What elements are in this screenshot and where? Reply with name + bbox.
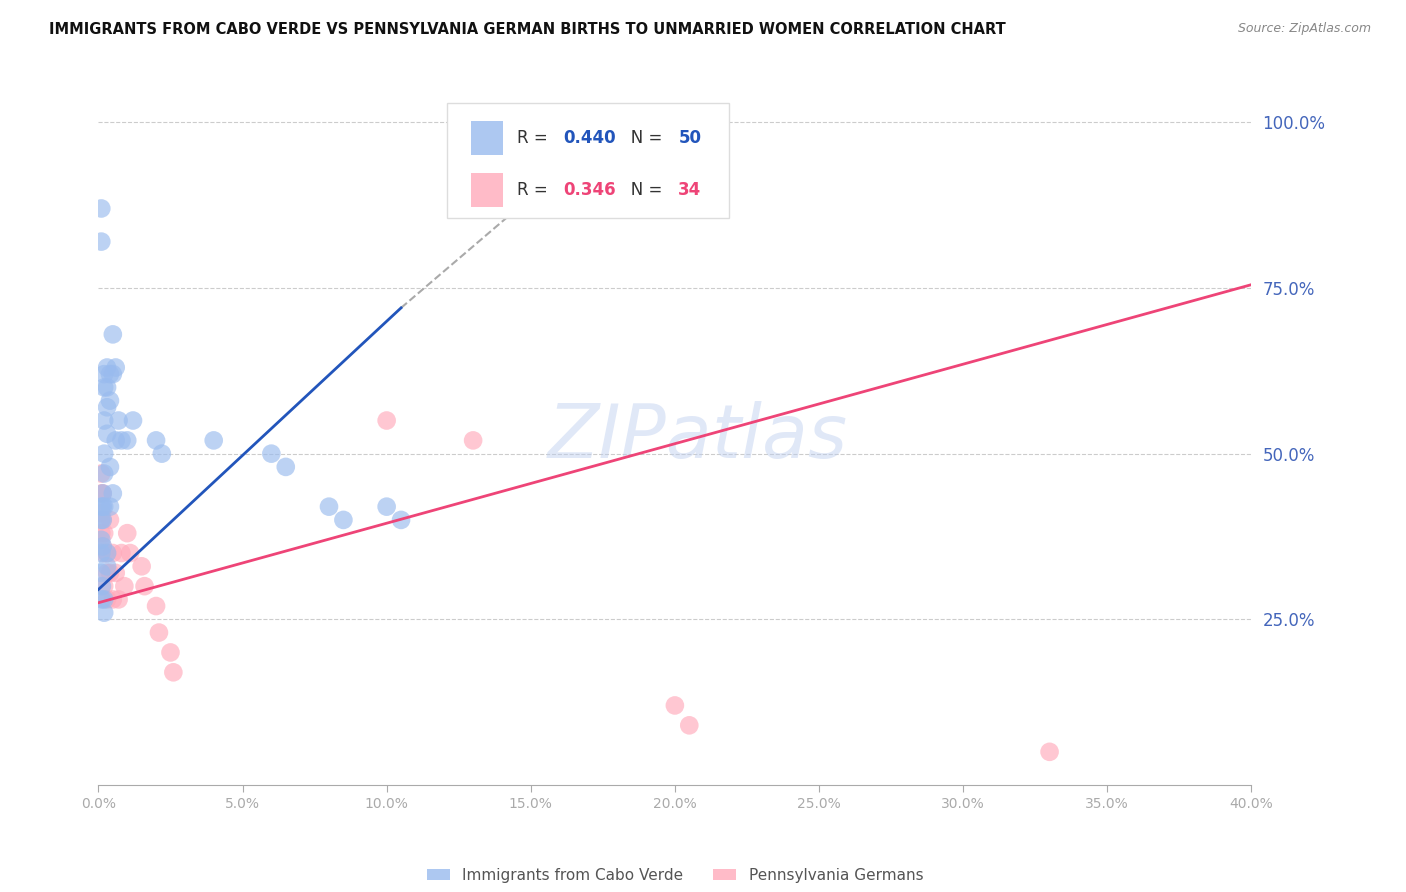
Point <box>101 367 124 381</box>
Point <box>91 486 114 500</box>
Point <box>117 434 139 448</box>
Text: R =: R = <box>517 129 553 147</box>
Point <box>91 513 114 527</box>
Text: 50: 50 <box>678 129 702 147</box>
Point <box>90 486 112 500</box>
Point <box>90 526 112 541</box>
Point <box>110 434 132 448</box>
Point <box>96 592 118 607</box>
Point <box>90 513 112 527</box>
Text: Source: ZipAtlas.com: Source: ZipAtlas.com <box>1237 22 1371 36</box>
Text: N =: N = <box>614 129 668 147</box>
Point <box>96 401 118 415</box>
Text: 0.346: 0.346 <box>562 181 616 199</box>
Point <box>104 434 127 448</box>
Point <box>93 500 115 514</box>
Point <box>90 592 112 607</box>
Point <box>107 413 129 427</box>
Point <box>91 540 114 554</box>
Point <box>98 393 121 408</box>
Point <box>375 500 398 514</box>
Point <box>93 367 115 381</box>
Point <box>145 434 167 448</box>
Point <box>93 413 115 427</box>
Point <box>93 380 115 394</box>
Point <box>90 579 112 593</box>
Text: IMMIGRANTS FROM CABO VERDE VS PENNSYLVANIA GERMAN BIRTHS TO UNMARRIED WOMEN CORR: IMMIGRANTS FROM CABO VERDE VS PENNSYLVAN… <box>49 22 1005 37</box>
Text: 0.440: 0.440 <box>562 129 616 147</box>
Point <box>101 486 124 500</box>
Point <box>110 546 132 560</box>
Point <box>98 566 121 580</box>
Point <box>318 500 340 514</box>
Point <box>93 546 115 560</box>
Point <box>150 447 173 461</box>
Point <box>101 546 124 560</box>
Point <box>159 645 181 659</box>
Point <box>96 546 118 560</box>
Text: ZIPatlas: ZIPatlas <box>548 401 848 473</box>
Point <box>202 434 225 448</box>
Point <box>98 513 121 527</box>
Text: 34: 34 <box>678 181 702 199</box>
Point <box>96 360 118 375</box>
Point <box>93 579 115 593</box>
Text: R =: R = <box>517 181 553 199</box>
Point <box>90 500 112 514</box>
Point <box>678 718 700 732</box>
Point <box>96 546 118 560</box>
Point <box>101 327 124 342</box>
Point <box>93 592 115 607</box>
Point <box>91 500 114 514</box>
Point <box>120 546 142 560</box>
Point <box>1038 745 1062 759</box>
Point <box>260 447 283 461</box>
Point <box>96 559 118 574</box>
Point <box>122 413 145 427</box>
Point <box>332 513 354 527</box>
Point <box>96 566 118 580</box>
Point <box>117 526 139 541</box>
Text: N =: N = <box>614 181 668 199</box>
Point <box>93 467 115 481</box>
Bar <box>471 173 503 208</box>
Point <box>98 459 121 474</box>
Point <box>145 599 167 613</box>
Point <box>90 533 112 547</box>
Point <box>162 665 184 680</box>
Point <box>664 698 686 713</box>
Point <box>375 413 398 427</box>
Point <box>90 235 112 249</box>
Point <box>93 606 115 620</box>
Point <box>90 566 112 580</box>
Point <box>93 447 115 461</box>
Point <box>90 202 112 216</box>
Point <box>148 625 170 640</box>
Point <box>274 459 297 474</box>
Point <box>107 592 129 607</box>
Legend: Immigrants from Cabo Verde, Pennsylvania Germans: Immigrants from Cabo Verde, Pennsylvania… <box>420 862 929 888</box>
Point <box>461 434 484 448</box>
Point <box>91 540 114 554</box>
Point <box>91 486 114 500</box>
Point <box>91 513 114 527</box>
Point <box>90 467 112 481</box>
Point <box>104 360 127 375</box>
FancyBboxPatch shape <box>447 103 730 218</box>
Point <box>98 500 121 514</box>
Point <box>389 513 412 527</box>
Point <box>131 559 153 574</box>
Point <box>90 546 112 560</box>
Point <box>90 506 112 520</box>
Point <box>104 566 127 580</box>
Point <box>96 380 118 394</box>
Point <box>96 426 118 441</box>
Point <box>98 367 121 381</box>
Point <box>101 592 124 607</box>
Point <box>93 526 115 541</box>
Point <box>134 579 156 593</box>
Point <box>112 579 135 593</box>
Bar <box>471 120 503 155</box>
